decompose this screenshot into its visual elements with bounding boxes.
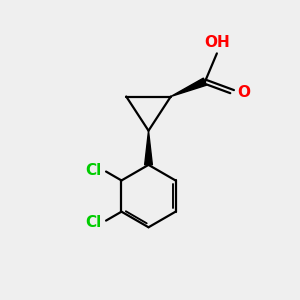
Text: O: O bbox=[237, 85, 250, 100]
Polygon shape bbox=[171, 78, 206, 97]
Text: Cl: Cl bbox=[85, 214, 102, 230]
Text: OH: OH bbox=[204, 35, 230, 50]
Text: Cl: Cl bbox=[85, 163, 102, 178]
Polygon shape bbox=[145, 131, 152, 165]
